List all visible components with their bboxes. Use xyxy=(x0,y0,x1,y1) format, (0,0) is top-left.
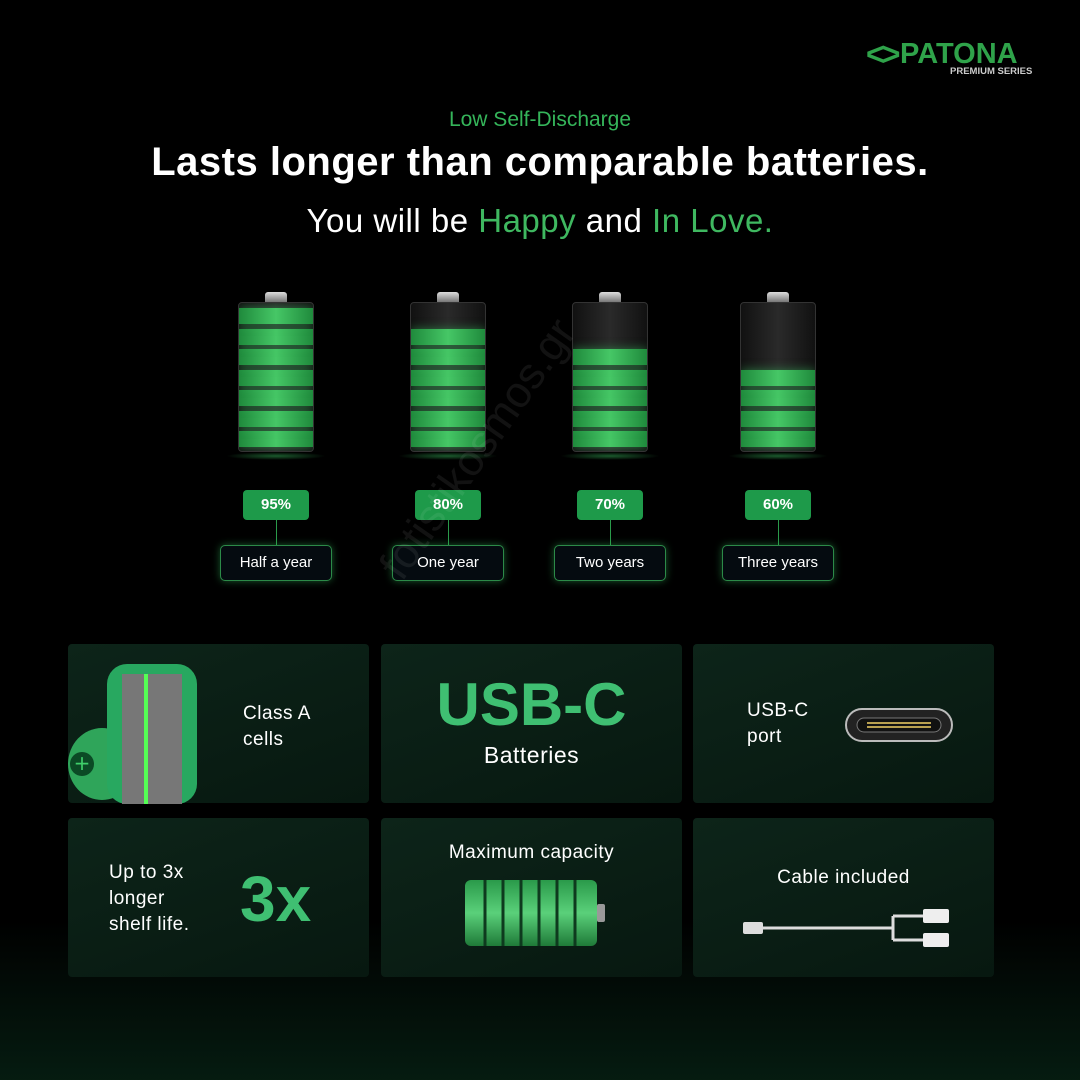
shelf-line1: Up to 3x xyxy=(109,862,184,883)
battery-segment xyxy=(239,328,313,345)
connector-line xyxy=(778,520,779,546)
battery-segment xyxy=(411,349,485,365)
connector-line xyxy=(610,520,611,546)
percent-badge: 80% xyxy=(415,490,481,520)
battery-segment xyxy=(573,410,647,427)
battery-body xyxy=(238,302,314,452)
battery-level-icon xyxy=(728,292,828,462)
battery-segment xyxy=(239,431,313,447)
connector-line xyxy=(448,520,449,546)
feature-max-capacity: Maximum capacity xyxy=(381,818,682,977)
svg-text:+: + xyxy=(74,751,91,775)
battery-glow xyxy=(398,452,498,460)
logo-text: PATONA xyxy=(900,38,1018,70)
usb-cable-icon xyxy=(743,909,949,947)
tagline-text: and xyxy=(576,202,653,239)
battery-body xyxy=(410,302,486,452)
battery-cap xyxy=(265,292,287,302)
period-label: Half a year xyxy=(220,545,332,581)
logo-subtitle: PREMIUM SERIES xyxy=(950,66,1033,77)
percent-badge: 60% xyxy=(745,490,811,520)
battery-segment xyxy=(573,349,647,365)
eyebrow: Low Self-Discharge xyxy=(448,108,632,131)
port-line2: port xyxy=(747,726,782,747)
patona-logo: <> PATONA PREMIUM SERIES xyxy=(866,36,1046,82)
battery-segment xyxy=(239,349,313,365)
port-line1: USB-C xyxy=(747,700,809,721)
feature-class-a-cells: + Class A cells xyxy=(68,644,369,804)
period-label: Three years xyxy=(722,545,834,581)
battery-cutaway-icon: + xyxy=(68,664,197,804)
class-a-line1: Class A xyxy=(243,703,311,724)
period-label: One year xyxy=(392,545,504,581)
feature-shelf-life: Up to 3x longer shelf life. 3x xyxy=(68,818,369,977)
battery-segment xyxy=(741,410,815,427)
cable-title: Cable included xyxy=(777,867,910,888)
battery-cap xyxy=(767,292,789,302)
battery-glow xyxy=(226,452,326,460)
usbc-port-icon xyxy=(845,708,953,742)
battery-glow xyxy=(728,452,828,460)
usbc-title: USB-C xyxy=(436,671,627,738)
battery-segment xyxy=(741,390,815,406)
shelf-3x: 3x xyxy=(240,863,312,935)
tagline-text: You will be xyxy=(306,202,479,239)
class-a-line2: cells xyxy=(243,729,284,750)
battery-segment xyxy=(573,369,647,386)
tagline-happy: Happy xyxy=(478,202,577,239)
percent-badge: 70% xyxy=(577,490,643,520)
logo-chevron-icon: <> xyxy=(866,36,900,72)
feature-usbc-batteries: USB-C Batteries xyxy=(381,644,682,803)
battery-glow xyxy=(560,452,660,460)
shelf-line3: shelf life. xyxy=(109,914,190,935)
battery-segment xyxy=(741,369,815,386)
battery-segment xyxy=(239,308,313,324)
battery-segment xyxy=(239,410,313,427)
battery-segment xyxy=(411,369,485,386)
battery-cap xyxy=(599,292,621,302)
full-battery-icon xyxy=(465,880,605,946)
feature-cable-included: Cable included xyxy=(693,818,994,977)
battery-segment xyxy=(573,431,647,447)
battery-body xyxy=(572,302,648,452)
battery-level-icon xyxy=(226,292,326,462)
battery-level-icon xyxy=(398,292,498,462)
headline: Lasts longer than comparable batteries. xyxy=(151,140,929,184)
feature-usbc-port: USB-C port xyxy=(693,644,994,803)
battery-segment xyxy=(239,369,313,386)
capacity-title: Maximum capacity xyxy=(448,842,615,863)
period-label: Two years xyxy=(554,545,666,581)
battery-segment xyxy=(411,390,485,406)
percent-badge: 95% xyxy=(243,490,309,520)
battery-segment xyxy=(741,431,815,447)
battery-segment xyxy=(411,328,485,345)
battery-segment xyxy=(411,431,485,447)
battery-segment xyxy=(573,390,647,406)
battery-segment xyxy=(239,390,313,406)
usbc-subtitle: Batteries xyxy=(483,742,580,768)
shelf-line2: longer xyxy=(109,888,165,909)
tagline-in-love: In Love. xyxy=(652,202,774,239)
battery-segment xyxy=(411,410,485,427)
battery-body xyxy=(740,302,816,452)
connector-line xyxy=(276,520,277,546)
battery-cap xyxy=(437,292,459,302)
tagline: You will be Happy and In Love. xyxy=(0,202,1080,240)
battery-level-icon xyxy=(560,292,660,462)
